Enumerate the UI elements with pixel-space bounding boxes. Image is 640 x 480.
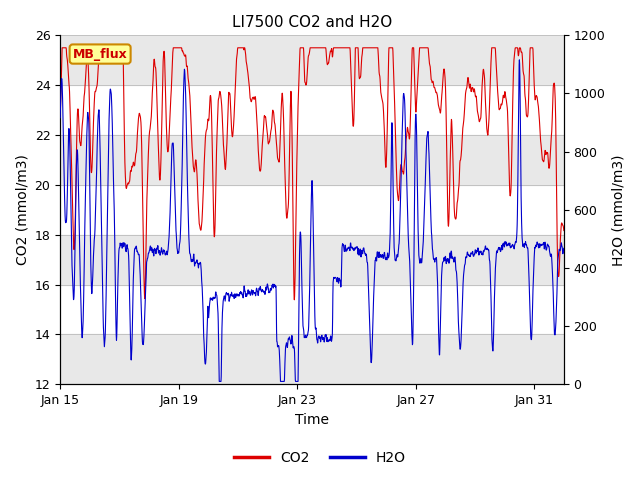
X-axis label: Time: Time (295, 413, 329, 427)
Bar (60, 335, 564, 384)
Y-axis label: CO2 (mmol/m3): CO2 (mmol/m3) (15, 155, 29, 265)
Y-axis label: H2O (mmol/m3): H2O (mmol/m3) (611, 154, 625, 265)
Bar (60, 135, 564, 185)
Bar (60, 235, 564, 285)
Bar (60, 36, 564, 85)
Legend: CO2, H2O: CO2, H2O (228, 445, 412, 471)
Text: MB_flux: MB_flux (73, 48, 127, 60)
Title: LI7500 CO2 and H2O: LI7500 CO2 and H2O (232, 15, 392, 30)
